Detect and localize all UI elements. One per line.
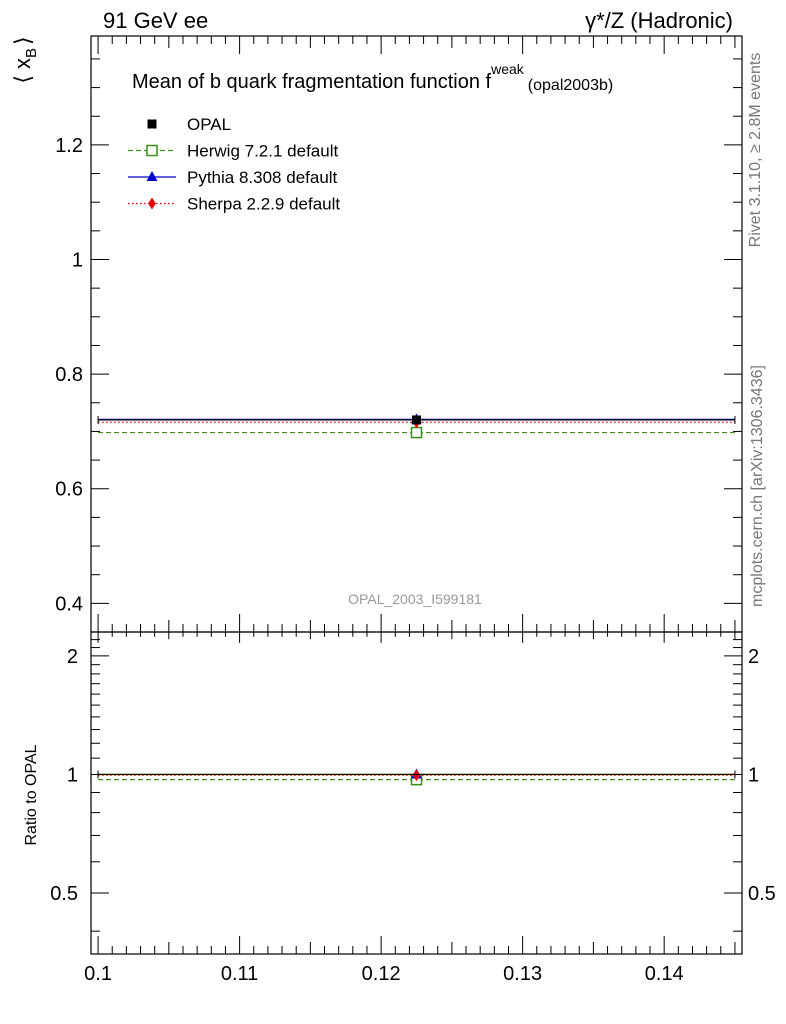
ratio-ytick-label: 0.5 xyxy=(50,883,78,905)
chart-title-sup: weak xyxy=(490,61,525,77)
legend-pythia-marker xyxy=(146,171,158,181)
ylabel-sub: B xyxy=(23,48,40,58)
main-ticks: 0.4 0.6 0.8 1 1.2 xyxy=(55,36,742,633)
main-herwig-point xyxy=(410,426,423,439)
chart-title-main: Mean of b quark fragmentation function f xyxy=(132,71,492,93)
legend-herwig-marker xyxy=(146,144,158,157)
x-tick-label: 0.13 xyxy=(503,963,542,985)
main-ytick-label: 0.8 xyxy=(55,364,83,386)
mcplots-label: mcplots.cern.ch [arXiv:1306.3436] xyxy=(749,365,766,607)
legend-sherpa-label: Sherpa 2.2.9 default xyxy=(187,195,340,214)
ratio-ytick-label-right: 1 xyxy=(748,764,759,786)
main-ylabel: ⟨ xB ⟩ xyxy=(10,36,40,83)
main-panel: Mean of b quark fragmentation function f… xyxy=(10,35,743,633)
chart-title-sub: (opal2003b) xyxy=(528,77,613,94)
ratio-ytick-label: 2 xyxy=(67,646,78,668)
rivet-label: Rivet 3.1.10, ≥ 2.8M events xyxy=(747,53,764,248)
header-right: γ*/Z (Hadronic) xyxy=(585,8,733,33)
main-ytick-label: 0.4 xyxy=(55,593,83,615)
x-tick-label: 0.11 xyxy=(221,963,258,985)
ratio-sherpa-point xyxy=(412,769,421,782)
legend: OPAL Herwig 7.2.1 default Pythia 8.308 def… xyxy=(128,115,340,214)
main-ytick-label: 0.6 xyxy=(55,479,83,501)
legend-opal-label: OPAL xyxy=(187,115,231,134)
main-opal-point xyxy=(412,415,421,425)
ratio-frame xyxy=(90,631,743,955)
x-ticks: 0.1 0.11 0.12 0.13 0.14 xyxy=(84,632,736,985)
header-left: 91 GeV ee xyxy=(103,8,208,33)
chart-title: Mean of b quark fragmentation function f… xyxy=(132,61,613,94)
ratio-panel: Ratio to OPAL 0.5 0.5 1 1 2 2 0.1 0.11 0.12 0.13… xyxy=(23,631,776,985)
main-ytick-label: 1 xyxy=(72,250,83,272)
x-tick-label: 0.14 xyxy=(645,963,684,985)
legend-sherpa-marker xyxy=(148,197,156,210)
ratio-ytick-label-right: 2 xyxy=(748,646,759,668)
x-tick-label: 0.12 xyxy=(362,963,401,985)
x-tick-label: 0.1 xyxy=(84,963,112,985)
ratio-ytick-label-right: 0.5 xyxy=(748,883,776,905)
ratio-ticks: 0.5 0.5 1 1 2 2 xyxy=(50,639,776,932)
ylabel-main: ⟨ x xyxy=(10,58,35,84)
main-ytick-label: 1.2 xyxy=(55,135,83,157)
legend-opal-marker xyxy=(147,119,157,129)
legend-herwig-label: Herwig 7.2.1 default xyxy=(187,142,338,161)
watermark: OPAL_2003_I599181 xyxy=(348,591,482,607)
legend-pythia-label: Pythia 8.308 default xyxy=(187,168,338,187)
ylabel-close: ⟩ xyxy=(10,36,35,45)
ratio-ylabel: Ratio to OPAL xyxy=(23,744,40,845)
ratio-series xyxy=(97,768,736,786)
ratio-ytick-label: 1 xyxy=(67,764,78,786)
main-series xyxy=(97,413,736,439)
